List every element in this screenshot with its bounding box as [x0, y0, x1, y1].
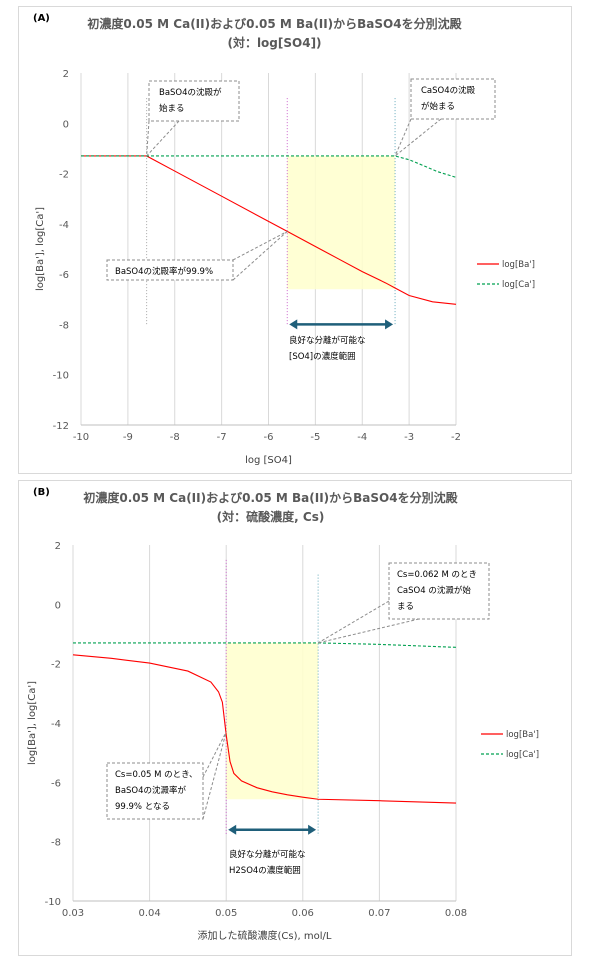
x-tick-label: 0.04 — [138, 908, 160, 919]
y-tick-label: -8 — [51, 838, 61, 849]
x-tick-label: -3 — [404, 432, 414, 443]
y-tick-label: -2 — [51, 660, 61, 671]
legend-label: log[Ca'] — [506, 750, 539, 760]
shaded-separation-range — [226, 642, 319, 800]
legend-label: log[Ba'] — [502, 260, 535, 270]
annotation-pointer-line — [232, 231, 288, 281]
annotation-pointer-line — [394, 118, 442, 157]
y-tick-label: -10 — [53, 371, 69, 382]
y-tick-label: -12 — [53, 421, 69, 432]
x-tick-label: 0.08 — [445, 908, 467, 919]
annotation-callout-box — [106, 259, 234, 281]
annotation-text: H2SO4の濃度範囲 — [229, 865, 301, 876]
series-line-ca — [73, 642, 457, 648]
annotation-text: CaSO4の沈殿 — [421, 85, 476, 96]
annotation-text: 良好な分離が可能な — [289, 335, 366, 346]
y-tick-label: 2 — [55, 541, 61, 552]
panel-tag: (A) — [33, 13, 50, 24]
x-tick-label: -5 — [310, 432, 320, 443]
x-tick-label: 0.03 — [62, 908, 84, 919]
annotation-text: が始まる — [421, 101, 455, 112]
series-line-ca — [81, 155, 457, 178]
annotation-text: BaSO4の沈殿が — [159, 87, 222, 98]
chart-a-svg: (A) 初濃度0.05 M Ca(II)および0.05 M Ba(II)からBaS… — [33, 13, 535, 466]
x-tick-label: 0.05 — [215, 908, 237, 919]
y-tick-label: 2 — [63, 69, 69, 80]
annotation-text: Cs=0.05 M のとき、 — [115, 770, 198, 780]
x-tick-label: 0.06 — [292, 908, 314, 919]
annotation-text: 99.9% となる — [115, 802, 170, 812]
y-tick-label: -10 — [45, 897, 61, 908]
annotation-callout-box — [410, 78, 496, 120]
x-tick-label: -7 — [217, 432, 227, 443]
annotation-pointer-line — [146, 120, 180, 157]
annotation-text: [SO4]の濃度範囲 — [289, 351, 356, 362]
shaded-separation-range — [287, 155, 396, 290]
chart-b-svg: (B) 初濃度0.05 M Ca(II)および0.05 M Ba(II)からBaS… — [27, 487, 539, 942]
chart-title: 初濃度0.05 M Ca(II)および0.05 M Ba(II)からBaSO4を… — [83, 490, 458, 505]
annotation-text: BaSO4の沈澱率が — [115, 785, 187, 796]
y-tick-label: -8 — [59, 320, 69, 331]
x-tick-label: -10 — [73, 432, 89, 443]
y-tick-label: -2 — [59, 170, 69, 181]
chart-subtitle: (対：硫酸濃度, Cs) — [217, 509, 325, 524]
series-line-ba — [81, 155, 457, 305]
annotation-pointer-line — [232, 230, 288, 261]
range-arrow-head-left — [228, 824, 237, 835]
annotation-text: まる — [397, 602, 414, 612]
x-tick-label: -9 — [123, 432, 133, 443]
y-tick-label: -4 — [59, 220, 69, 231]
annotation-text: 良好な分離が可能な — [229, 849, 306, 860]
y-tick-label: -6 — [51, 778, 61, 789]
annotation-pointer-line — [146, 120, 150, 157]
annotation-callout-box — [106, 762, 204, 820]
annotation-callout-box — [388, 562, 490, 620]
range-arrow-head-right — [385, 319, 394, 330]
annotation-pointer-line — [318, 618, 420, 644]
chart-panel-b: (B) 初濃度0.05 M Ca(II)および0.05 M Ba(II)からBaS… — [18, 480, 572, 956]
x-tick-label: -8 — [170, 432, 180, 443]
x-tick-label: -4 — [357, 432, 367, 443]
legend-label: log[Ba'] — [506, 730, 539, 740]
annotation-pointer-line — [202, 731, 227, 778]
panel-tag: (B) — [33, 487, 50, 498]
x-tick-label: -6 — [264, 432, 274, 443]
x-axis-label: 添加した硫酸濃度(Cs), mol/L — [198, 929, 332, 942]
chart-title: 初濃度0.05 M Ca(II)および0.05 M Ba(II)からBaSO4を… — [87, 16, 462, 31]
annotation-text: 始まる — [159, 103, 185, 114]
annotation-text: Cs=0.062 M のとき — [397, 570, 477, 580]
annotation-pointer-line — [317, 600, 390, 644]
annotation-callout-box — [148, 80, 240, 122]
annotation-text: BaSO4の沈殿率が99.9% — [115, 266, 213, 277]
y-axis-label: log[Ba'], log[Ca'] — [35, 207, 46, 291]
y-tick-label: -6 — [59, 270, 69, 281]
annotation-text: CaSO4 の沈澱が始 — [397, 585, 471, 596]
y-axis-label: log[Ba'], log[Ca'] — [27, 681, 38, 765]
x-tick-label: 0.07 — [368, 908, 390, 919]
legend-label: log[Ca'] — [502, 280, 535, 290]
y-tick-label: 0 — [55, 600, 61, 611]
chart-subtitle: (対：log[SO4]) — [227, 35, 321, 50]
annotation-pointer-line — [202, 731, 227, 820]
y-tick-label: -4 — [51, 719, 61, 730]
range-arrow-head-left — [289, 319, 298, 330]
y-tick-label: 0 — [63, 119, 69, 130]
series-line-ba — [72, 654, 457, 804]
x-axis-label: log [SO4] — [245, 455, 292, 466]
annotation-pointer-line — [394, 118, 412, 157]
x-tick-label: -2 — [451, 432, 461, 443]
chart-panel-a: (A) 初濃度0.05 M Ca(II)および0.05 M Ba(II)からBaS… — [18, 6, 572, 474]
range-arrow-head-right — [308, 824, 317, 835]
